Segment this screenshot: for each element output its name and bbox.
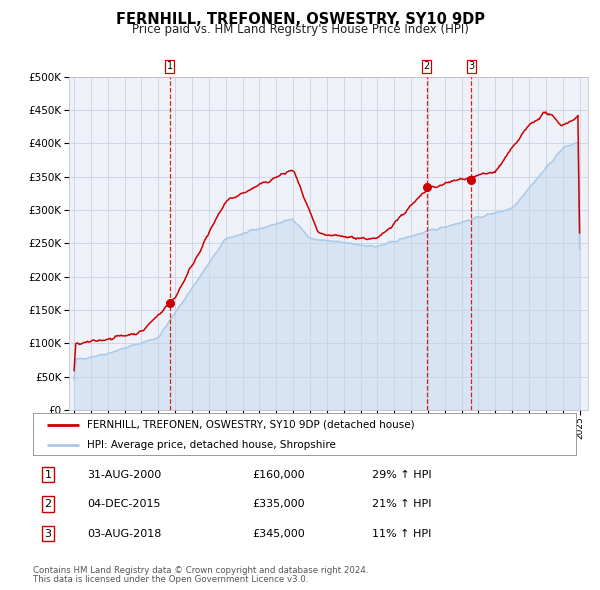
Text: 2: 2 bbox=[44, 499, 52, 509]
Text: This data is licensed under the Open Government Licence v3.0.: This data is licensed under the Open Gov… bbox=[33, 575, 308, 584]
Text: 3: 3 bbox=[44, 529, 52, 539]
Text: 1: 1 bbox=[44, 470, 52, 480]
Text: £345,000: £345,000 bbox=[252, 529, 305, 539]
Text: 31-AUG-2000: 31-AUG-2000 bbox=[87, 470, 161, 480]
Text: HPI: Average price, detached house, Shropshire: HPI: Average price, detached house, Shro… bbox=[88, 440, 336, 450]
Text: FERNHILL, TREFONEN, OSWESTRY, SY10 9DP: FERNHILL, TREFONEN, OSWESTRY, SY10 9DP bbox=[115, 12, 485, 27]
Text: 21% ↑ HPI: 21% ↑ HPI bbox=[372, 499, 431, 509]
Text: 3: 3 bbox=[469, 61, 475, 71]
Text: Contains HM Land Registry data © Crown copyright and database right 2024.: Contains HM Land Registry data © Crown c… bbox=[33, 566, 368, 575]
Text: 1: 1 bbox=[166, 61, 173, 71]
Text: 04-DEC-2015: 04-DEC-2015 bbox=[87, 499, 161, 509]
Text: FERNHILL, TREFONEN, OSWESTRY, SY10 9DP (detached house): FERNHILL, TREFONEN, OSWESTRY, SY10 9DP (… bbox=[88, 420, 415, 430]
Text: 29% ↑ HPI: 29% ↑ HPI bbox=[372, 470, 431, 480]
Text: 03-AUG-2018: 03-AUG-2018 bbox=[87, 529, 161, 539]
Text: 2: 2 bbox=[424, 61, 430, 71]
Text: £160,000: £160,000 bbox=[252, 470, 305, 480]
Text: Price paid vs. HM Land Registry's House Price Index (HPI): Price paid vs. HM Land Registry's House … bbox=[131, 23, 469, 36]
Text: £335,000: £335,000 bbox=[252, 499, 305, 509]
Text: 11% ↑ HPI: 11% ↑ HPI bbox=[372, 529, 431, 539]
